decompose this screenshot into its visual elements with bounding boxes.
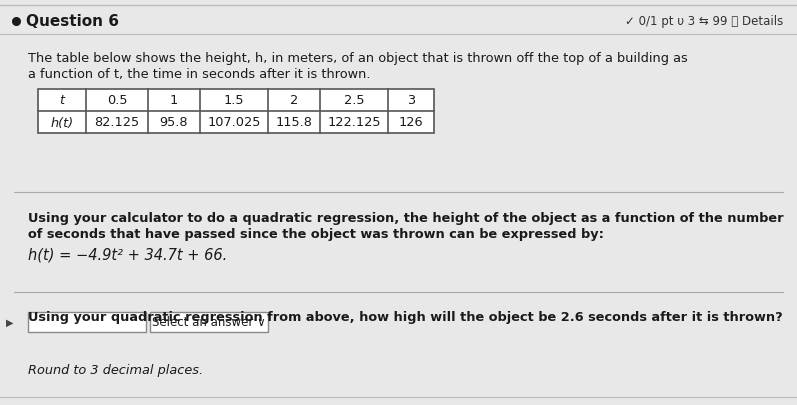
Text: t: t (60, 94, 65, 107)
Text: 0.5: 0.5 (107, 94, 128, 107)
Text: Using your quadratic regression from above, how high will the object be 2.6 seco: Using your quadratic regression from abo… (28, 310, 783, 323)
Text: 95.8: 95.8 (159, 116, 188, 129)
Text: 82.125: 82.125 (94, 116, 139, 129)
Text: 3: 3 (407, 94, 415, 107)
Text: Using your calculator to do a quadratic regression, the height of the object as : Using your calculator to do a quadratic … (28, 211, 783, 224)
Text: ✓ 0/1 pt υ 3 ⇆ 99 ⓘ Details: ✓ 0/1 pt υ 3 ⇆ 99 ⓘ Details (625, 15, 783, 28)
Text: Question 6: Question 6 (26, 15, 119, 30)
Text: a function of t, the time in seconds after it is thrown.: a function of t, the time in seconds aft… (28, 68, 371, 81)
Bar (28, 312, 146, 332)
Text: 115.8: 115.8 (276, 116, 312, 129)
Text: 2: 2 (290, 94, 298, 107)
Text: 1.5: 1.5 (224, 94, 244, 107)
Text: The table below shows the height, h, in meters, of an object that is thrown off : The table below shows the height, h, in … (28, 52, 688, 65)
Bar (38, 90, 434, 134)
Text: Round to 3 decimal places.: Round to 3 decimal places. (28, 363, 203, 376)
Bar (150, 312, 268, 332)
Text: 1: 1 (170, 94, 178, 107)
Text: 126: 126 (398, 116, 423, 129)
Text: Select an answer ∨: Select an answer ∨ (152, 316, 266, 329)
Text: ▶: ▶ (6, 317, 14, 327)
Text: h(t) = −4.9t² + 34.7t + 66.: h(t) = −4.9t² + 34.7t + 66. (28, 246, 227, 261)
Text: of seconds that have passed since the object was thrown can be expressed by:: of seconds that have passed since the ob… (28, 228, 604, 241)
Text: 107.025: 107.025 (207, 116, 261, 129)
Text: 2.5: 2.5 (344, 94, 364, 107)
Text: 122.125: 122.125 (328, 116, 381, 129)
Text: h(t): h(t) (50, 116, 73, 129)
